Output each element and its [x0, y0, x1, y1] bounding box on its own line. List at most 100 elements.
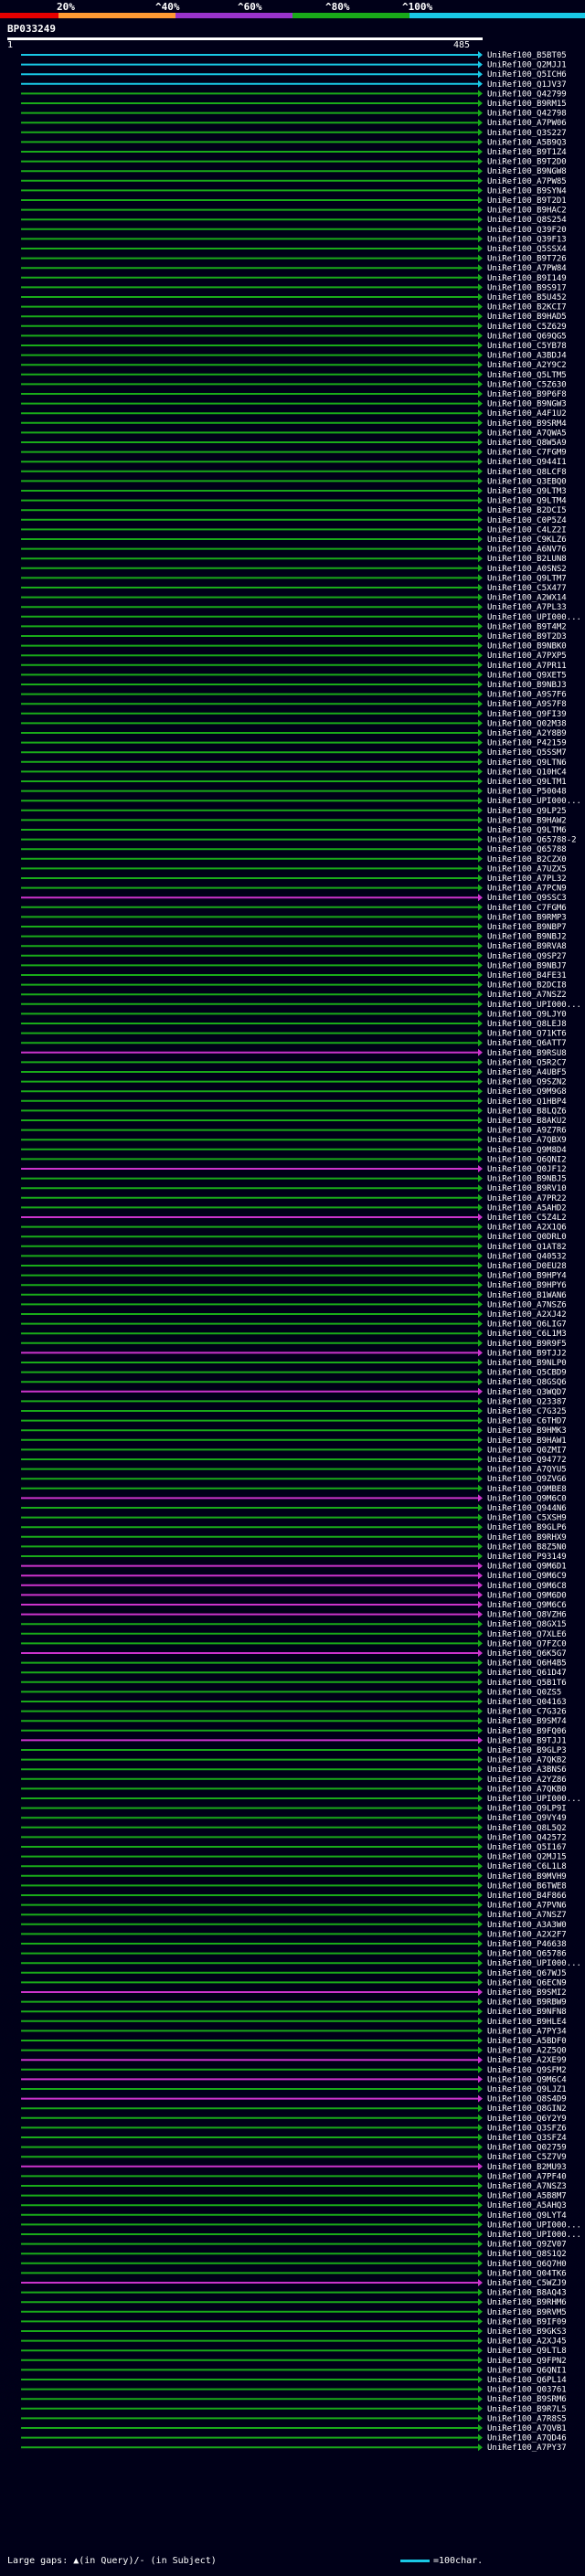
hit-label[interactable]: UniRef100_A7QWA5	[487, 429, 567, 438]
hit-label[interactable]: UniRef100_B9R9F5	[487, 1340, 567, 1349]
hit-label[interactable]: UniRef100_Q5I167	[487, 1843, 567, 1852]
hit-label[interactable]: UniRef100_B9T726	[487, 255, 567, 264]
hit-label[interactable]: UniRef100_B9FQ06	[487, 1727, 567, 1736]
hit-row[interactable]: UniRef100_Q6PL14	[21, 2376, 567, 2385]
hit-row[interactable]: UniRef100_B8Z5N0	[21, 1542, 567, 1552]
hit-label[interactable]: UniRef100_Q03761	[487, 2386, 567, 2395]
hit-label[interactable]: UniRef100_UPI000...	[487, 2231, 581, 2240]
hit-row[interactable]: UniRef100_A7QYU5	[21, 1465, 567, 1475]
hit-label[interactable]: UniRef100_Q9M6C9	[487, 1572, 567, 1581]
hit-label[interactable]: UniRef100_B9NBJ7	[487, 961, 567, 970]
hit-label[interactable]: UniRef100_A7PW85	[487, 177, 567, 186]
hit-row[interactable]: UniRef100_B8LQZ6	[21, 1107, 567, 1116]
hit-label[interactable]: UniRef100_B9HPY6	[487, 1281, 567, 1290]
hit-row[interactable]: UniRef100_UPI000...	[21, 2231, 581, 2240]
hit-label[interactable]: UniRef100_B1WAN6	[487, 1291, 567, 1300]
hit-row[interactable]: UniRef100_A2X2F7	[21, 1930, 567, 1939]
hit-row[interactable]: UniRef100_Q9M6C9	[21, 1572, 567, 1581]
hit-row[interactable]: UniRef100_A5AHQ3	[21, 2201, 567, 2210]
hit-label[interactable]: UniRef100_B9I149	[487, 274, 567, 283]
hit-row[interactable]: UniRef100_Q6H4B5	[21, 1659, 567, 1669]
hit-label[interactable]: UniRef100_B9MVH9	[487, 1872, 567, 1882]
hit-label[interactable]: UniRef100_A5AHQ3	[487, 2201, 567, 2210]
hit-label[interactable]: UniRef100_B9RVM5	[487, 2308, 567, 2317]
hit-label[interactable]: UniRef100_A3A3W0	[487, 1921, 567, 1930]
hit-row[interactable]: UniRef100_Q944I1	[21, 458, 567, 467]
hit-label[interactable]: UniRef100_B9NBJ2	[487, 933, 567, 942]
hit-row[interactable]: UniRef100_B9S917	[21, 283, 567, 292]
hit-label[interactable]: UniRef100_Q6Y2Y9	[487, 2115, 567, 2124]
hit-row[interactable]: UniRef100_Q10HC4	[21, 768, 567, 777]
hit-row[interactable]: UniRef100_A9Z7R6	[21, 1126, 567, 1136]
hit-label[interactable]: UniRef100_B2MU93	[487, 2163, 567, 2172]
hit-row[interactable]: UniRef100_Q8VZH6	[21, 1610, 567, 1620]
hit-label[interactable]: UniRef100_Q6PL14	[487, 2376, 567, 2385]
hit-row[interactable]: UniRef100_Q6Y2Y9	[21, 2114, 567, 2124]
hit-label[interactable]: UniRef100_B9NBJ5	[487, 1175, 567, 1184]
hit-row[interactable]: UniRef100_Q9FI39	[21, 709, 567, 719]
hit-label[interactable]: UniRef100_B2CZX0	[487, 855, 567, 864]
hit-label[interactable]: UniRef100_Q9VY49	[487, 1814, 567, 1823]
hit-label[interactable]: UniRef100_Q9LTM1	[487, 778, 567, 787]
hit-label[interactable]: UniRef100_Q1JV37	[487, 80, 567, 90]
hit-row[interactable]: UniRef100_Q2MJJ1	[21, 60, 567, 70]
hit-label[interactable]: UniRef100_Q6LIG7	[487, 1320, 567, 1330]
hit-label[interactable]: UniRef100_Q6ECN9	[487, 1978, 567, 1988]
hit-row[interactable]: UniRef100_B9NBJ3	[21, 681, 567, 690]
hit-label[interactable]: UniRef100_A7QVB1	[487, 2424, 567, 2433]
hit-label[interactable]: UniRef100_B9RSU8	[487, 1049, 567, 1058]
hit-label[interactable]: UniRef100_UPI000...	[487, 1001, 581, 1010]
hit-label[interactable]: UniRef100_Q9LP9I	[487, 1805, 567, 1814]
hit-label[interactable]: UniRef100_B5BT05	[487, 51, 567, 60]
hit-row[interactable]: UniRef100_A2YZ86	[21, 1775, 567, 1785]
hit-row[interactable]: UniRef100_Q0ZMI7	[21, 1446, 567, 1455]
hit-row[interactable]: UniRef100_B9NBK0	[21, 641, 567, 652]
hit-row[interactable]: UniRef100_C5WZJ9	[21, 2279, 567, 2288]
hit-row[interactable]: UniRef100_C9KLZ6	[21, 535, 567, 545]
hit-label[interactable]: UniRef100_A7QD46	[487, 2434, 567, 2443]
hit-row[interactable]: UniRef100_Q5LTM5	[21, 370, 567, 380]
hit-row[interactable]: UniRef100_B9T2D1	[21, 196, 567, 206]
hit-label[interactable]: UniRef100_B9SYN4	[487, 186, 567, 196]
hit-label[interactable]: UniRef100_Q39F13	[487, 235, 567, 244]
hit-row[interactable]: UniRef100_B9RBW9	[21, 1998, 567, 2008]
hit-row[interactable]: UniRef100_Q5SSX4	[21, 245, 567, 254]
hit-row[interactable]: UniRef100_Q9LTN6	[21, 758, 567, 768]
hit-row[interactable]: UniRef100_Q9M6C0	[21, 1494, 567, 1503]
hit-label[interactable]: UniRef100_P42159	[487, 739, 567, 748]
hit-row[interactable]: UniRef100_A9S7F8	[21, 700, 567, 709]
hit-row[interactable]: UniRef100_Q94772	[21, 1456, 567, 1465]
hit-label[interactable]: UniRef100_B9NGW8	[487, 167, 567, 176]
hit-row[interactable]: UniRef100_B9MVH9	[21, 1871, 567, 1882]
hit-label[interactable]: UniRef100_B2DCI8	[487, 981, 567, 991]
hit-row[interactable]: UniRef100_B8AKU2	[21, 1117, 567, 1126]
hit-label[interactable]: UniRef100_C7FGM6	[487, 904, 567, 913]
hit-row[interactable]: UniRef100_Q5SSM7	[21, 748, 567, 758]
hit-label[interactable]: UniRef100_B9RMP3	[487, 913, 567, 922]
hit-row[interactable]: UniRef100_Q61D47	[21, 1669, 567, 1678]
hit-label[interactable]: UniRef100_Q6QNI1	[487, 2366, 567, 2375]
hit-row[interactable]: UniRef100_Q6QNI1	[21, 2366, 567, 2375]
hit-label[interactable]: UniRef100_Q71KT6	[487, 1030, 567, 1039]
hit-label[interactable]: UniRef100_B9RVA8	[487, 942, 567, 951]
hit-row[interactable]: UniRef100_A2Y8B9	[21, 729, 567, 738]
hit-row[interactable]: UniRef100_A7PXP5	[21, 652, 567, 661]
hit-row[interactable]: UniRef100_B4F866	[21, 1892, 567, 1901]
hit-label[interactable]: UniRef100_C9KLZ6	[487, 535, 567, 545]
hit-label[interactable]: UniRef100_Q9M8D4	[487, 1146, 567, 1155]
hit-label[interactable]: UniRef100_Q9SZN2	[487, 1078, 567, 1087]
hit-row[interactable]: UniRef100_B9RSU8	[21, 1048, 567, 1058]
hit-label[interactable]: UniRef100_B9HAW2	[487, 816, 567, 825]
hit-row[interactable]: UniRef100_C5Z629	[21, 322, 567, 332]
hit-label[interactable]: UniRef100_Q5SSM7	[487, 748, 567, 758]
hit-label[interactable]: UniRef100_Q3SFZ6	[487, 2124, 567, 2133]
hit-row[interactable]: UniRef100_Q5I167	[21, 1843, 567, 1852]
hit-row[interactable]: UniRef100_Q42572	[21, 1833, 567, 1842]
hit-row[interactable]: UniRef100_A0SNS2	[21, 564, 567, 574]
hit-row[interactable]: UniRef100_Q9LTL8	[21, 2347, 567, 2356]
hit-row[interactable]: UniRef100_B9RVM5	[21, 2307, 567, 2317]
hit-label[interactable]: UniRef100_Q8GX15	[487, 1620, 567, 1629]
hit-row[interactable]: UniRef100_C6L1M3	[21, 1330, 567, 1339]
hit-label[interactable]: UniRef100_A2X1Q6	[487, 1224, 567, 1233]
hit-row[interactable]: UniRef100_Q0ZS5	[21, 1688, 561, 1697]
